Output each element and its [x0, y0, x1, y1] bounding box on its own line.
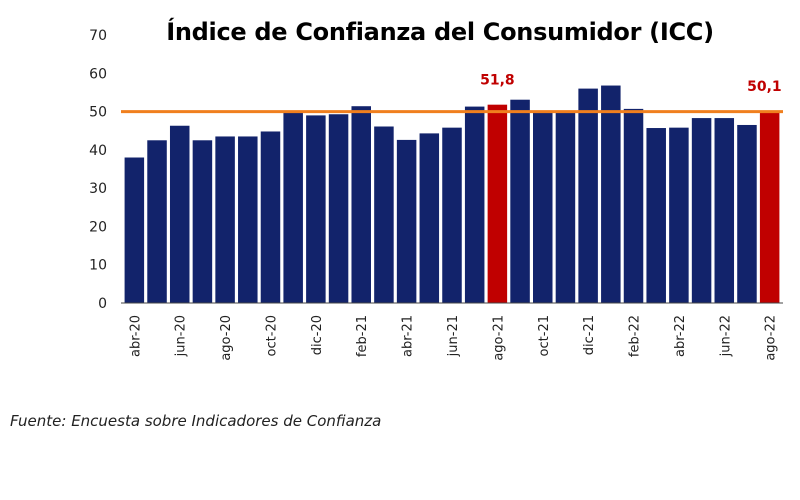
y-tick-label: 40 [89, 143, 107, 159]
x-tick-label: ago-21 [491, 315, 506, 361]
bar [464, 106, 485, 303]
x-tick-label: dic-20 [310, 315, 325, 355]
bar [646, 128, 666, 303]
x-tick-label: oct-21 [537, 315, 552, 356]
x-tick-label: jun-21 [446, 315, 461, 357]
x-tick-label: jun-20 [174, 315, 189, 357]
bar [147, 140, 167, 303]
bar [238, 136, 258, 303]
bar [396, 139, 417, 303]
bar [283, 112, 303, 303]
x-tick-label: abr-20 [128, 315, 143, 357]
x-tick-label: feb-22 [628, 315, 643, 357]
bar [691, 118, 712, 303]
bar [192, 140, 213, 303]
bar [260, 131, 281, 303]
y-tick-label: 50 [89, 105, 107, 121]
data-label: 50,1 [747, 79, 782, 95]
y-tick-label: 70 [89, 28, 107, 44]
bar [555, 111, 576, 303]
highlighted-bar [759, 111, 780, 303]
x-tick-label: ago-22 [764, 315, 779, 361]
x-tick-label: dic-21 [582, 315, 597, 355]
y-tick-label: 10 [89, 258, 107, 274]
source-note: Fuente: Encuesta sobre Indicadores de Co… [10, 412, 382, 430]
bar [601, 85, 621, 303]
bar [351, 106, 371, 304]
bar [669, 127, 689, 304]
bar [169, 125, 190, 304]
highlighted-bar [487, 104, 508, 304]
bar [714, 118, 735, 303]
bar [215, 136, 235, 303]
x-tick-label: abr-22 [673, 315, 688, 357]
x-tick-label: ago-20 [219, 315, 234, 361]
x-tick-label: feb-21 [355, 315, 370, 357]
y-tick-label: 30 [89, 181, 107, 197]
bar [442, 127, 462, 304]
bar [328, 114, 349, 303]
bar [124, 157, 145, 303]
bar-chart: 0 10 20 30 40 50 60 70 51,8 50,1 abr-20 jun-20 ago-2… [89, 28, 783, 361]
bar [306, 115, 326, 304]
bar [419, 133, 440, 303]
bar [510, 99, 530, 303]
bar [578, 88, 598, 303]
x-tick-label: jun-22 [718, 315, 733, 357]
chart-title: Índice de Confianza del Consumidor (ICC) [166, 18, 714, 46]
y-tick-label: 0 [98, 296, 107, 312]
data-label: 51,8 [480, 73, 515, 89]
bar [737, 124, 757, 303]
bar [374, 126, 394, 303]
y-tick-label: 20 [89, 219, 107, 235]
bar [533, 111, 553, 303]
y-tick-label: 60 [89, 66, 107, 82]
x-tick-label: abr-21 [401, 315, 416, 357]
bar [623, 108, 644, 303]
x-tick-label: oct-20 [264, 315, 279, 356]
